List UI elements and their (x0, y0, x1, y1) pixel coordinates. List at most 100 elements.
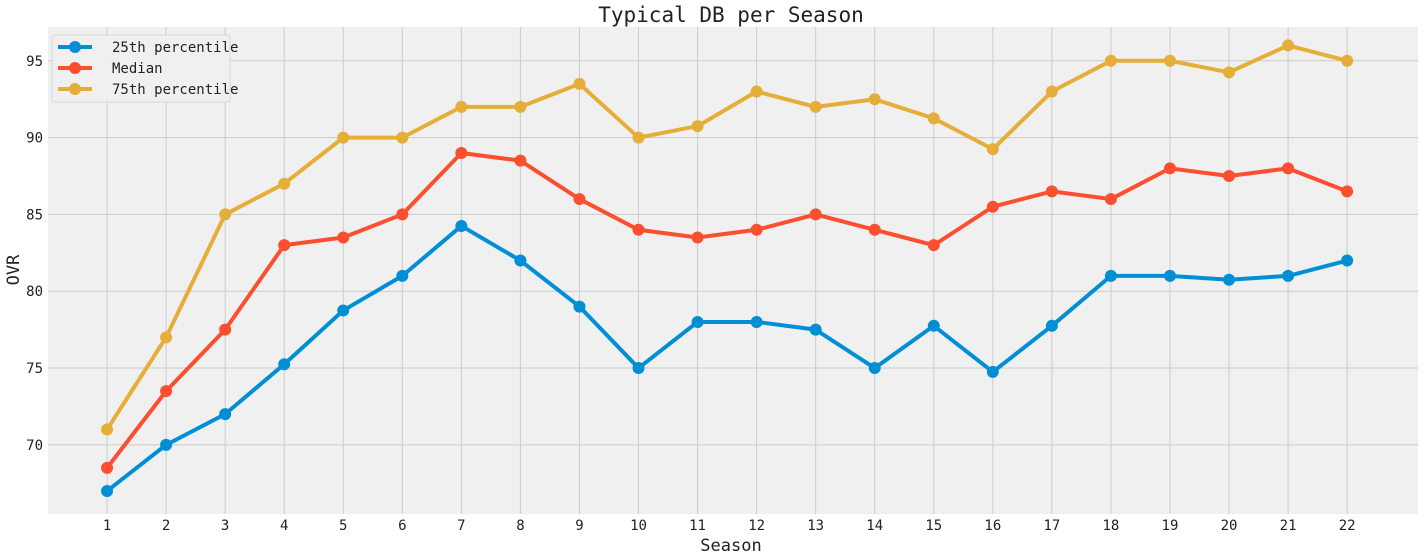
data-point (986, 365, 999, 378)
data-point (396, 269, 409, 282)
data-point (1104, 269, 1117, 282)
data-point (337, 304, 350, 317)
data-point (1223, 170, 1236, 183)
x-tick-label: 4 (280, 518, 288, 534)
data-point (573, 193, 586, 206)
series-3 (101, 39, 1354, 436)
x-tick-label: 15 (925, 518, 942, 534)
y-tick-label: 95 (26, 54, 43, 70)
x-tick-label: 1 (103, 518, 111, 534)
x-tick-label: 8 (516, 518, 524, 534)
data-point (691, 120, 704, 133)
y-axis-label: OVR (4, 254, 24, 285)
x-tick-label: 13 (807, 518, 824, 534)
data-point (927, 239, 940, 252)
data-point (1341, 185, 1354, 198)
data-point (1223, 66, 1236, 79)
y-tick-label: 80 (26, 284, 43, 300)
data-point (927, 112, 940, 125)
data-point (1045, 85, 1058, 98)
data-point (691, 231, 704, 244)
data-point (750, 315, 763, 328)
data-point (455, 219, 468, 232)
data-point (632, 131, 645, 144)
legend-label: Median (112, 61, 163, 77)
data-point (514, 254, 527, 267)
data-point (337, 131, 350, 144)
x-tick-label: 7 (457, 518, 465, 534)
data-point (278, 177, 291, 190)
data-point (986, 200, 999, 213)
x-tick-label: 18 (1103, 518, 1120, 534)
data-point (809, 323, 822, 336)
y-tick-label: 70 (26, 438, 43, 454)
plot-area (48, 27, 1418, 514)
x-tick-label: 5 (339, 518, 347, 534)
data-point (1341, 54, 1354, 67)
data-point (750, 223, 763, 236)
data-point (101, 423, 114, 436)
series-line (105, 43, 1350, 432)
data-point (809, 100, 822, 113)
data-point (219, 208, 232, 221)
x-axis-label: Season (700, 536, 761, 556)
x-tick-label: 14 (866, 518, 883, 534)
data-point (1282, 162, 1295, 175)
data-point (160, 438, 173, 451)
y-tick-label: 75 (26, 361, 43, 377)
legend-box (51, 34, 231, 103)
data-point (278, 239, 291, 252)
data-point (1163, 54, 1176, 67)
x-tick-label: 9 (575, 518, 583, 534)
axis-ticks: 1 2 3 4 5 6 7 8 9 10 11 12 13 14 15 16 17 18 19 20 21 2270758… (26, 54, 1355, 534)
data-point (1045, 185, 1058, 198)
x-tick-label: 16 (984, 518, 1001, 534)
y-tick-label: 85 (26, 207, 43, 223)
data-point (219, 408, 232, 421)
data-point (1104, 193, 1117, 206)
data-point (160, 331, 173, 344)
data-point (1223, 273, 1236, 286)
data-point (868, 223, 881, 236)
data-point (1045, 319, 1058, 332)
data-point (101, 461, 114, 474)
data-point (1104, 54, 1117, 67)
x-tick-label: 3 (221, 518, 229, 534)
x-tick-label: 6 (398, 518, 406, 534)
data-point (514, 100, 527, 113)
data-point (219, 323, 232, 336)
data-point (809, 208, 822, 221)
x-tick-label: 19 (1162, 518, 1179, 534)
data-point (1163, 162, 1176, 175)
data-point (455, 100, 468, 113)
data-point (160, 385, 173, 398)
legend-marker (69, 83, 81, 95)
x-tick-label: 20 (1221, 518, 1238, 534)
x-tick-label: 11 (689, 518, 706, 534)
data-point (1282, 39, 1295, 52)
data-point (396, 208, 409, 221)
legend-marker (69, 62, 81, 74)
data-point (632, 362, 645, 375)
x-tick-label: 17 (1043, 518, 1060, 534)
data-point (750, 85, 763, 98)
legend-label: 25th percentile (112, 40, 238, 56)
data-point (868, 362, 881, 375)
data-point (632, 223, 645, 236)
legend-label: 75th percentile (112, 82, 238, 98)
data-point (1282, 269, 1295, 282)
x-tick-label: 21 (1280, 518, 1297, 534)
data-point (1341, 254, 1354, 267)
data-point (396, 131, 409, 144)
chart-title: Typical DB per Season (598, 3, 864, 27)
y-tick-label: 90 (26, 131, 43, 147)
x-tick-label: 2 (162, 518, 170, 534)
series-1 (101, 219, 1354, 497)
x-tick-label: 12 (748, 518, 765, 534)
data-series (101, 39, 1354, 497)
data-point (986, 143, 999, 156)
series-line (105, 150, 1350, 470)
data-point (455, 146, 468, 159)
data-point (573, 300, 586, 313)
